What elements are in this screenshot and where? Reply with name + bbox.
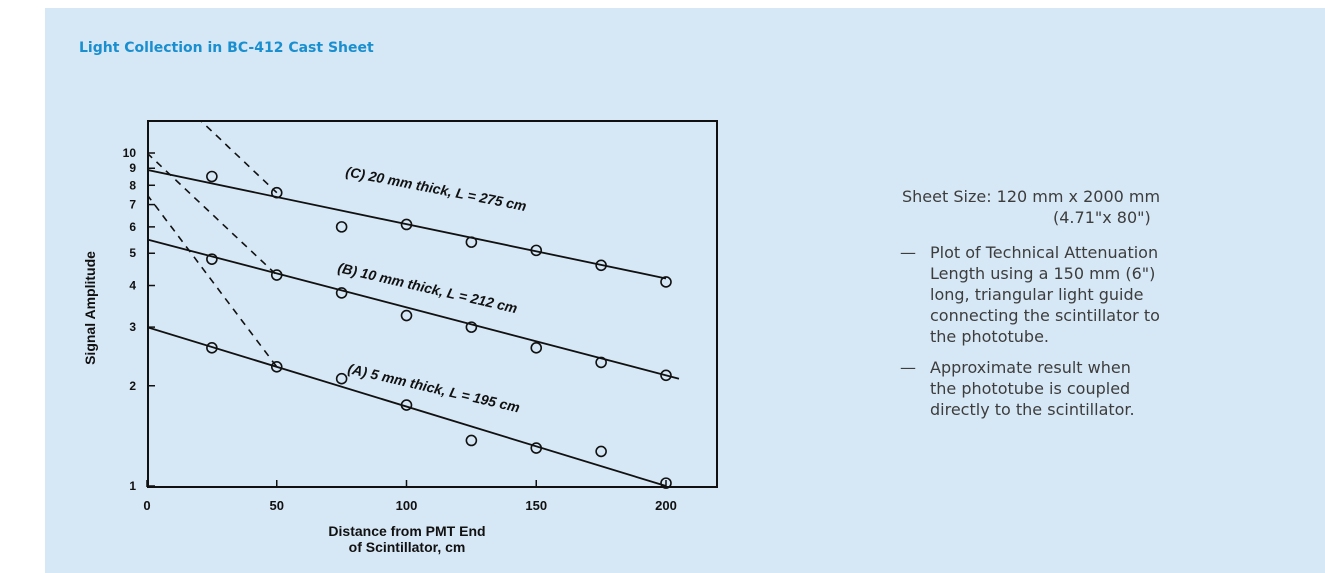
y-tick-label: 2 [129,379,136,393]
data-point [660,477,672,489]
attenuation-chart: 0 50 100 150 200 1 2 3 4 5 6 7 8 910 Distance from PM… [82,120,718,555]
data-point [400,309,413,322]
y-tick-label: 6 [129,220,136,234]
content-panel: Light Collection in BC-412 Cast Sheet 0 5… [45,8,1325,573]
y-tick-label: 7 [129,198,136,212]
data-point [206,342,218,354]
data-point [335,372,348,385]
data-point [465,236,478,248]
y-tick-label: 9 [129,161,136,175]
x-tick-label: 0 [143,498,150,513]
data-point [660,276,672,288]
data-point [530,342,543,354]
x-tick-label: 100 [396,498,418,513]
x-tick-label: 150 [525,498,547,513]
note-dash: — [900,243,916,262]
direct-coupling-curve [148,152,278,276]
data-point [595,445,607,458]
sheet-size-line: Sheet Size: 120 mm x 2000 mm [902,186,1320,207]
data-point [465,321,478,333]
y-tick-label: 4 [129,279,136,293]
y-tick-label: 10 [123,146,137,160]
data-point [335,221,348,233]
sheet-size-label: Sheet Size: [902,187,992,206]
data-point [465,434,478,447]
data-point [400,218,413,231]
data-point [400,399,413,411]
x-tick-label: 50 [270,498,284,513]
fit-line [148,169,667,280]
y-tick-label: 1 [129,479,136,493]
y-axis-label: Signal Amplitude [82,251,98,365]
x-axis-label: of Scintillator, cm [349,539,466,555]
x-axis-label: Distance from PMT End [328,523,485,539]
data-point [595,356,607,369]
data-point [270,361,283,373]
fit-line [148,326,667,487]
plot-frame [147,120,718,488]
data-point [595,259,607,272]
data-point [530,244,543,257]
data-point [270,186,283,199]
sheet-size-inches: (4.71"x 80") [1053,208,1151,227]
fit-line [148,238,680,380]
data-point [206,170,218,183]
direct-coupling-curve [148,194,278,368]
series-label: (C) 20 mm thick, L = 275 cm [344,163,527,214]
direct-coupling-curve [199,121,278,194]
notes-block: Sheet Size: 120 mm x 2000 mm (4.71"x 80"… [900,186,1320,430]
y-tick-label: 8 [129,178,136,192]
note-dash: — [900,358,916,377]
data-point [206,253,218,265]
page-title: Light Collection in BC-412 Cast Sheet [79,40,374,56]
note-text: Approximate result when the phototube is… [930,358,1135,419]
note-item: — Plot of Technical Attenuation Length u… [900,242,1320,347]
x-tick-label: 200 [655,498,677,513]
series-label: (B) 10 mm thick, L = 212 cm [336,259,519,316]
data-point [270,269,283,281]
data-point [335,287,348,299]
series-label: (A) 5 mm thick, L = 195 cm [346,360,521,415]
note-text: Plot of Technical Attenuation Length usi… [930,243,1160,346]
note-item: — Approximate result when the phototube … [900,357,1320,420]
sheet-size-value: 120 mm x 2000 mm [996,187,1161,206]
y-tick-label: 5 [129,246,136,260]
data-point [530,442,543,454]
y-tick-label: 3 [129,320,136,334]
data-point [660,369,672,382]
